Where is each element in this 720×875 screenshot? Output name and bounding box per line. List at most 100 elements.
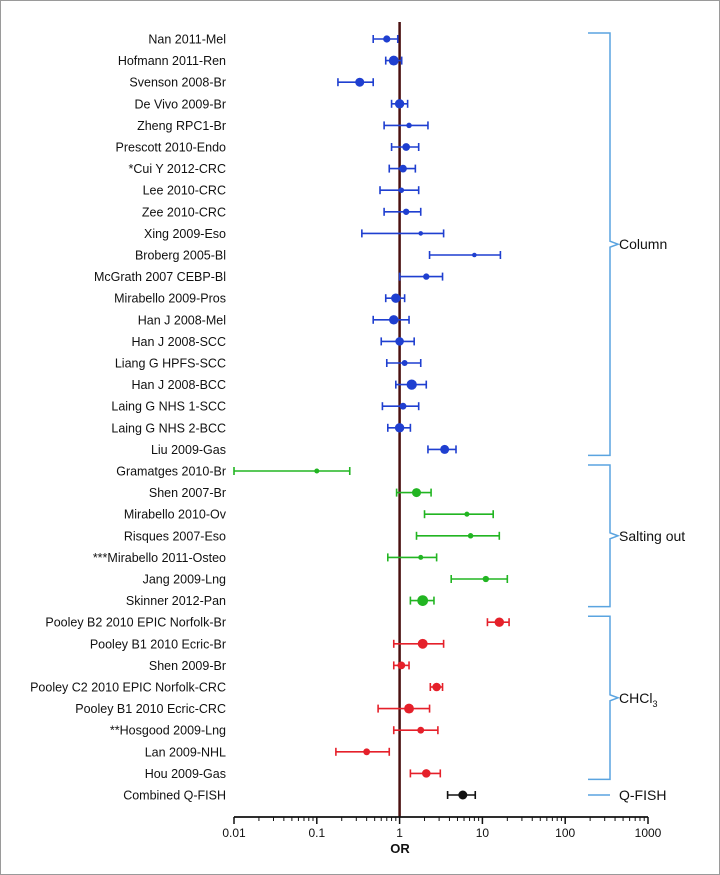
study-row [409,595,435,606]
group-label: CHCl3 [619,690,657,709]
study-label: Pooley B1 2010 Ecric-Br [90,637,226,651]
estimate-point [406,379,417,390]
study-row [372,35,399,43]
study-row [486,617,510,627]
study-row [392,638,445,649]
study-row [384,293,406,303]
study-label: Pooley C2 2010 EPIC Norfolk-CRC [30,681,226,695]
study-row [428,251,502,259]
study-row [415,531,501,540]
study-label: Lan 2009-NHL [145,745,226,759]
estimate-point [389,315,399,325]
study-row [446,790,477,800]
study-label: Combined Q-FISH [123,789,226,803]
study-label: Zee 2010-CRC [142,205,226,219]
estimate-point [412,488,422,498]
estimate-point [467,533,474,539]
estimate-point [394,423,405,433]
x-tick-label: 0.01 [222,826,246,840]
study-label: **Hosgood 2009-Lng [110,724,226,738]
study-row [337,77,375,87]
study-label: Shen 2009-Br [149,659,226,673]
x-tick-label: 1 [396,826,403,840]
study-row [383,207,422,216]
study-row [335,747,391,756]
study-label: Lee 2010-CRC [143,184,226,198]
study-row [386,423,412,433]
estimate-point [394,99,405,109]
study-label: Han J 2008-Mel [138,313,226,327]
estimate-point [402,143,410,151]
study-label: Pooley B2 2010 EPIC Norfolk-Br [45,616,226,630]
study-label: Nan 2011-Mel [148,33,226,47]
estimate-point [421,769,431,778]
study-label: Prescott 2010-Endo [116,141,227,155]
study-label: De Vivo 2009-Br [135,97,227,111]
estimate-point [440,444,450,454]
study-label: Liu 2009-Gas [151,443,226,457]
estimate-point [397,661,406,670]
study-row [390,143,420,151]
study-row [377,703,431,714]
study-label: Han J 2008-SCC [132,335,227,349]
study-row [379,186,420,195]
study-label: Mirabello 2009-Pros [114,292,226,306]
estimate-point [355,77,365,87]
group-bracket [588,32,621,457]
x-tick-label: 100 [555,826,575,840]
estimate-point [417,595,429,606]
group-bracket [588,615,621,781]
study-row [372,315,410,325]
study-label: Xing 2009-Eso [144,227,226,241]
estimate-point [417,638,428,649]
study-row [429,682,444,692]
study-row [423,510,494,519]
group-bracket [588,464,621,608]
group-label: Q-FISH [619,787,666,803]
estimate-point [391,293,401,303]
study-label: Han J 2008-BCC [132,378,227,392]
study-row [388,164,417,173]
estimate-point [417,726,425,734]
estimate-point [395,337,404,346]
x-axis-title: OR [390,841,410,856]
study-row [233,467,351,475]
estimate-point [418,231,424,236]
estimate-point [458,790,468,800]
study-label: Laing G NHS 1-SCC [111,400,226,414]
estimate-point [464,511,470,517]
study-label: Hofmann 2011-Ren [118,54,226,68]
estimate-point [494,617,505,627]
estimate-point [423,273,430,280]
group-label: Salting out [619,528,685,544]
estimate-point [363,748,371,756]
study-row [392,661,410,670]
group-label: Column [619,236,667,252]
estimate-point [401,360,408,366]
study-row [390,99,409,109]
estimate-point [399,164,407,173]
estimate-point [398,187,405,193]
study-label: ***Mirabello 2011-Osteo [93,551,226,565]
study-row [392,726,439,735]
estimate-point [432,682,441,692]
study-row [395,488,432,498]
study-label: Hou 2009-Gas [145,767,226,781]
study-label: Skinner 2012-Pan [126,594,226,608]
study-label: Pooley B1 2010 Ecric-CRC [75,702,226,716]
study-label: Shen 2007-Br [149,486,226,500]
estimate-point [472,252,477,258]
study-label: *Cui Y 2012-CRC [128,162,226,176]
study-row [395,379,428,390]
study-label: Svenson 2008-Br [129,76,226,90]
study-label: McGrath 2007 CEBP-Bl [94,270,226,284]
study-row [381,402,420,411]
study-label: Zheng RPC1-Br [137,119,226,133]
study-row [383,121,429,130]
study-label: Laing G NHS 2-BCC [111,421,226,435]
study-row [380,337,415,346]
estimate-point [404,703,414,714]
